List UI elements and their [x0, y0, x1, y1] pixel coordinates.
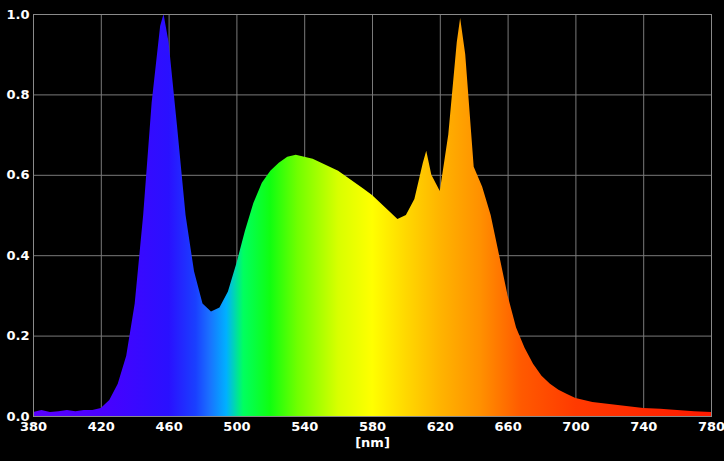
svg-text:620: 620 [427, 419, 454, 434]
svg-text:780: 780 [698, 419, 724, 434]
svg-text:460: 460 [156, 419, 183, 434]
svg-text:0.0: 0.0 [6, 409, 29, 424]
svg-text:580: 580 [359, 419, 386, 434]
svg-text:660: 660 [495, 419, 522, 434]
svg-text:420: 420 [88, 419, 115, 434]
svg-text:540: 540 [291, 419, 318, 434]
svg-text:0.2: 0.2 [6, 328, 29, 343]
svg-text:0.8: 0.8 [6, 87, 29, 102]
svg-text:[nm]: [nm] [355, 435, 390, 450]
svg-text:500: 500 [223, 419, 250, 434]
svg-text:0.4: 0.4 [6, 248, 29, 263]
svg-text:740: 740 [630, 419, 657, 434]
svg-text:700: 700 [562, 419, 589, 434]
svg-text:380: 380 [19, 418, 48, 434]
svg-text:1.0: 1.0 [6, 7, 29, 22]
svg-text:0.6: 0.6 [6, 167, 29, 182]
